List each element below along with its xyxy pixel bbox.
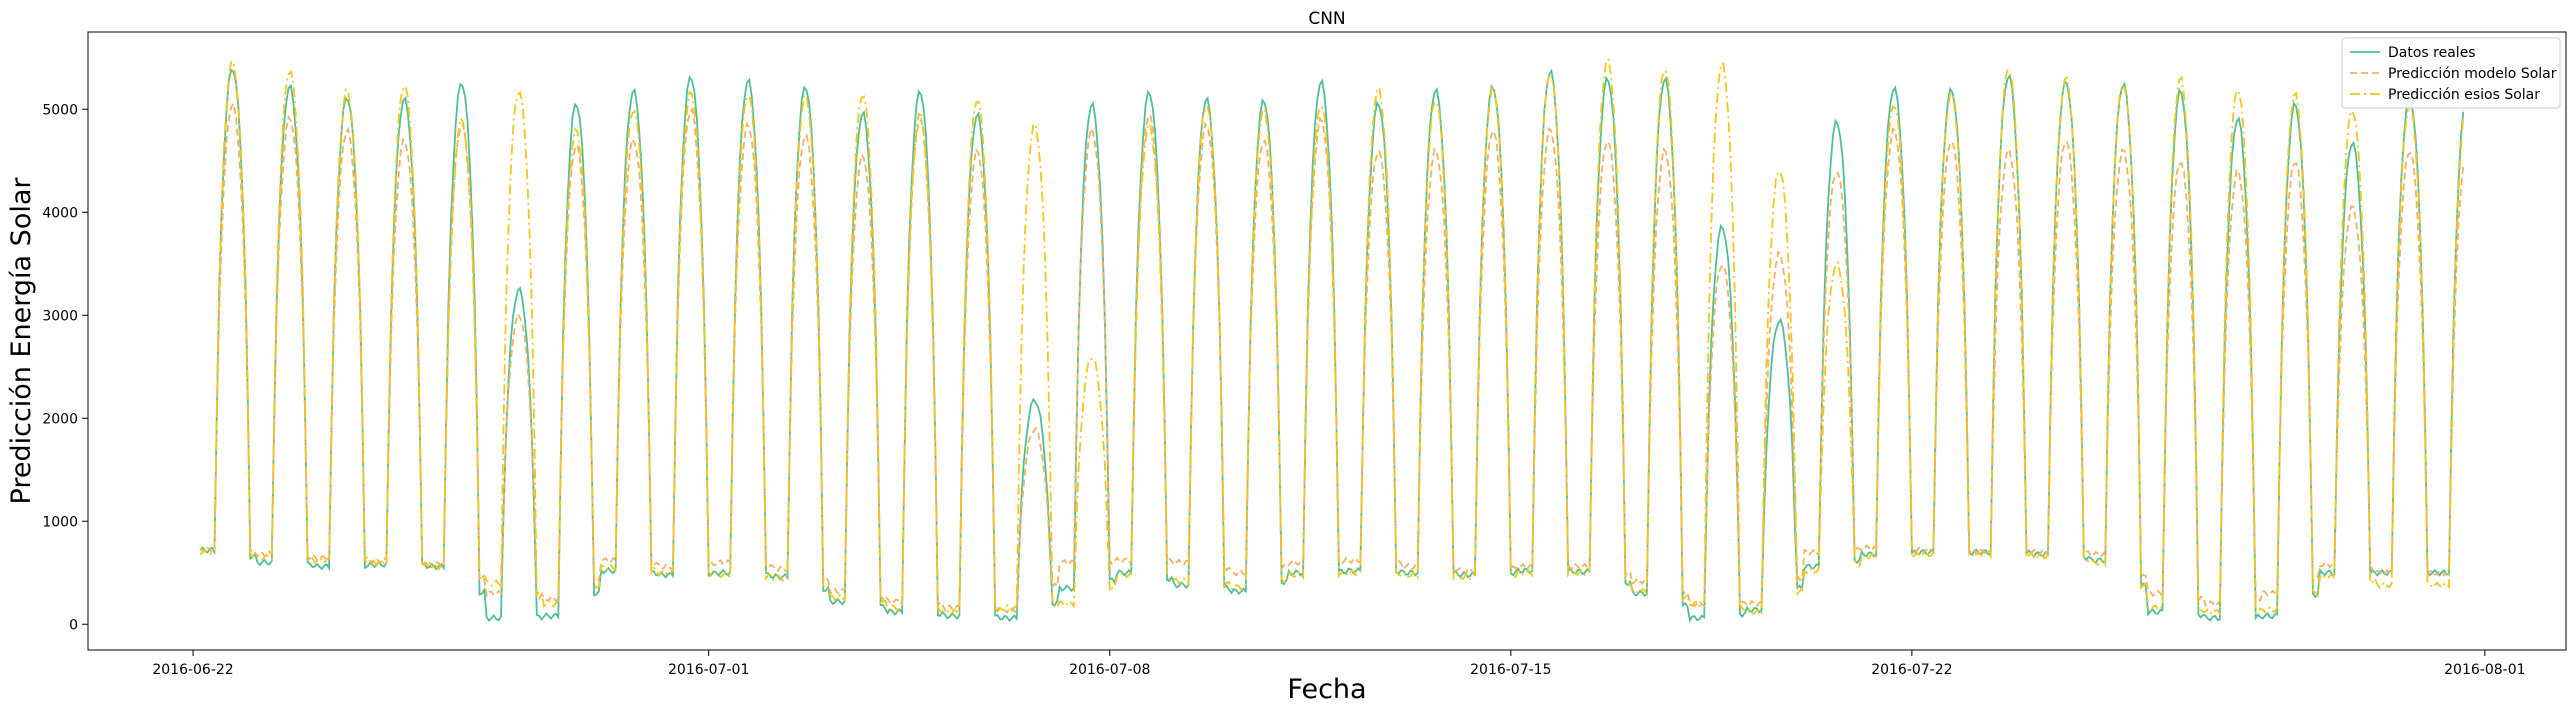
legend-label-3: Predicción esios Solar: [2388, 87, 2540, 103]
x-tick-label: 2016-07-15: [1470, 662, 1551, 678]
x-tick-label: 2016-06-22: [152, 662, 233, 678]
legend: Datos reales Predicción modelo Solar Predi…: [2341, 37, 2561, 109]
x-axis: 2016-06-22 2016-07-01 2016-07-08 2016-07-15…: [152, 650, 2526, 678]
y-axis: 0 1000 2000 3000 4000 5000: [42, 102, 88, 633]
chart-title: CNN: [1308, 9, 1345, 29]
y-tick-label: 4000: [42, 205, 78, 221]
y-tick-label: 3000: [42, 308, 78, 324]
x-tick-label: 2016-08-01: [2444, 662, 2525, 678]
series-lines: [199, 58, 2465, 623]
x-tick-label: 2016-07-22: [1871, 662, 1952, 678]
x-tick-label: 2016-07-08: [1069, 662, 1150, 678]
x-tick-label: 2016-07-01: [668, 662, 749, 678]
y-axis-label: Predicción Energía Solar: [6, 177, 37, 505]
legend-box: [2341, 37, 2561, 109]
x-axis-label: Fecha: [1287, 674, 1366, 705]
y-tick-label: 2000: [42, 411, 78, 427]
y-tick-label: 5000: [42, 102, 78, 118]
legend-label-2: Predicción modelo Solar: [2388, 66, 2557, 82]
series-line-1: [199, 68, 2465, 623]
y-tick-label: 0: [69, 617, 78, 633]
y-tick-label: 1000: [42, 514, 78, 530]
series-line-2: [199, 101, 2465, 614]
plot-area: [87, 31, 2567, 651]
series-line-3: [199, 58, 2465, 618]
legend-label-1: Datos reales: [2388, 45, 2476, 61]
